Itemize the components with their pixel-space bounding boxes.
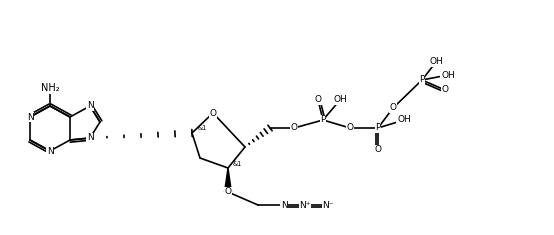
Text: &1: &1 <box>198 125 207 131</box>
Text: O: O <box>442 86 449 94</box>
Text: O: O <box>389 103 397 113</box>
Text: OH: OH <box>441 70 455 79</box>
Text: N: N <box>86 133 94 142</box>
Text: P: P <box>375 124 381 133</box>
Text: OH: OH <box>397 115 411 125</box>
Text: &1: &1 <box>233 161 242 167</box>
Text: P: P <box>419 75 425 85</box>
Text: N: N <box>27 113 33 121</box>
Text: N: N <box>47 146 53 156</box>
Polygon shape <box>224 168 232 192</box>
Text: N⁺: N⁺ <box>299 200 311 209</box>
Text: N⁻: N⁻ <box>322 200 334 209</box>
Text: N: N <box>281 200 288 209</box>
Text: O: O <box>224 188 232 196</box>
Text: O: O <box>375 145 382 154</box>
Text: OH: OH <box>333 95 347 105</box>
Text: O: O <box>315 95 321 105</box>
Text: OH: OH <box>429 58 443 67</box>
Text: O: O <box>346 124 353 133</box>
Text: O: O <box>209 109 217 118</box>
Text: P: P <box>320 115 326 125</box>
Text: NH₂: NH₂ <box>40 83 59 93</box>
Text: N: N <box>86 102 94 110</box>
Text: O: O <box>290 124 297 133</box>
